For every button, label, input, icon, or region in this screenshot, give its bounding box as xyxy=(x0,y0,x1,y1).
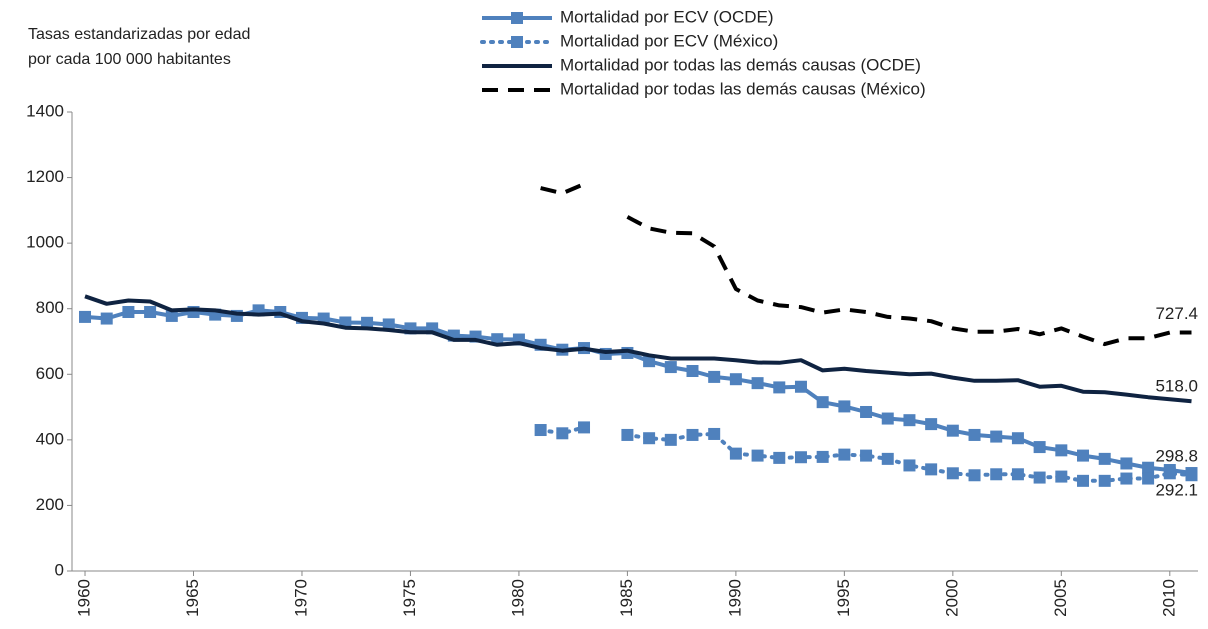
marker xyxy=(1120,457,1133,470)
marker xyxy=(1098,452,1111,465)
marker xyxy=(144,305,157,318)
marker xyxy=(1033,471,1046,484)
x-tick-label: 1985 xyxy=(617,579,636,617)
marker xyxy=(643,355,656,368)
x-tick-label: 1960 xyxy=(75,579,94,617)
marker xyxy=(100,312,113,325)
marker xyxy=(361,316,374,329)
marker xyxy=(686,428,699,441)
legend-label: Mortalidad por ECV (OCDE) xyxy=(560,7,774,26)
series-line xyxy=(84,308,1192,475)
legend-marker xyxy=(511,12,523,24)
marker xyxy=(968,428,981,441)
x-tick-label: 1980 xyxy=(508,579,527,617)
x-tick-label: 1975 xyxy=(400,579,419,617)
marker xyxy=(1142,461,1155,474)
marker xyxy=(664,361,677,374)
marker xyxy=(773,381,786,394)
marker xyxy=(990,468,1003,481)
series-line xyxy=(540,182,1192,347)
marker xyxy=(816,396,829,409)
marker xyxy=(773,451,786,464)
marker xyxy=(925,418,938,431)
marker xyxy=(903,414,916,427)
marker xyxy=(708,370,721,383)
marker xyxy=(79,310,92,323)
marker xyxy=(1163,467,1176,480)
x-tick-label: 1965 xyxy=(183,579,202,617)
marker xyxy=(1055,470,1068,483)
series-line xyxy=(84,294,1192,404)
marker xyxy=(794,451,807,464)
marker xyxy=(534,424,547,437)
data-label: 727.4 xyxy=(1155,304,1198,323)
legend-label: Mortalidad por todas las demás causas (M… xyxy=(560,79,926,98)
marker xyxy=(968,469,981,482)
y-tick-label: 1200 xyxy=(26,167,64,186)
y-tick-label: 1400 xyxy=(26,101,64,120)
marker xyxy=(751,377,764,390)
y-tick-label: 0 xyxy=(55,560,64,579)
marker xyxy=(946,424,959,437)
data-label: 298.8 xyxy=(1155,447,1198,466)
marker xyxy=(729,447,742,460)
y-tick-label: 600 xyxy=(36,364,64,383)
marker xyxy=(1011,468,1024,481)
y-tick-label: 1000 xyxy=(26,233,64,252)
data-label: 518.0 xyxy=(1155,377,1198,396)
legend-label: Mortalidad por todas las demás causas (O… xyxy=(560,55,921,74)
marker xyxy=(556,427,569,440)
marker xyxy=(729,373,742,386)
y-axis-label: por cada 100 000 habitantes xyxy=(28,51,231,68)
marker xyxy=(1033,441,1046,454)
marker xyxy=(1077,449,1090,462)
marker xyxy=(1077,474,1090,487)
x-tick-label: 2010 xyxy=(1159,579,1178,617)
marker xyxy=(860,449,873,462)
marker xyxy=(621,428,634,441)
marker xyxy=(838,448,851,461)
marker xyxy=(165,309,178,322)
marker xyxy=(664,433,677,446)
marker xyxy=(382,318,395,331)
marker xyxy=(794,380,807,393)
marker xyxy=(122,305,135,318)
legend-marker xyxy=(511,36,523,48)
x-tick-label: 1990 xyxy=(725,579,744,617)
marker xyxy=(1142,472,1155,485)
marker xyxy=(1098,474,1111,487)
marker xyxy=(816,450,829,463)
marker xyxy=(881,452,894,465)
legend-label: Mortalidad por ECV (México) xyxy=(560,31,778,50)
y-axis-label: Tasas estandarizadas por edad xyxy=(28,26,250,43)
marker xyxy=(1185,469,1198,482)
marker xyxy=(881,412,894,425)
marker xyxy=(903,459,916,472)
marker xyxy=(1011,432,1024,445)
marker xyxy=(708,427,721,440)
marker xyxy=(838,400,851,413)
marker xyxy=(1055,444,1068,457)
x-tick-label: 1970 xyxy=(291,579,310,617)
marker xyxy=(990,430,1003,443)
marker xyxy=(578,421,591,434)
x-tick-label: 1995 xyxy=(834,579,853,617)
marker xyxy=(686,365,699,378)
y-tick-label: 800 xyxy=(36,298,64,317)
x-tick-label: 2000 xyxy=(942,579,961,617)
marker xyxy=(643,432,656,445)
marker xyxy=(1120,472,1133,485)
marker xyxy=(751,449,764,462)
y-tick-label: 200 xyxy=(36,495,64,514)
marker xyxy=(925,463,938,476)
marker xyxy=(860,405,873,418)
marker xyxy=(946,467,959,480)
y-tick-label: 400 xyxy=(36,429,64,448)
x-tick-label: 2005 xyxy=(1051,579,1070,617)
data-label: 292.1 xyxy=(1155,481,1198,500)
